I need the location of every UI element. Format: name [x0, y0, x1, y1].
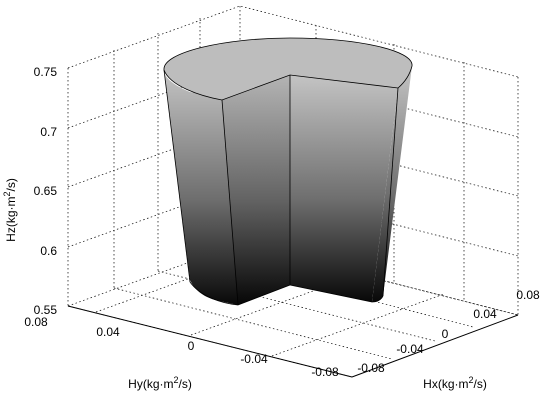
y-tick-label: 0.08 — [24, 315, 48, 329]
y-tick-label: 0 — [188, 339, 195, 353]
z-axis-label: Hz(kg·m2/s) — [2, 178, 18, 242]
z-tick-label: 0.65 — [34, 184, 58, 198]
z-tick-label: 0.7 — [40, 125, 57, 139]
surface-shape — [163, 37, 413, 306]
x-axis-label: Hx(kg·m2/s) — [423, 375, 487, 391]
outer-surface-right — [372, 66, 412, 302]
y-axis-label: Hy(kg·m2/s) — [128, 375, 192, 391]
axes-lines — [67, 305, 519, 378]
x-tick-label: -0.08 — [357, 361, 385, 375]
x-tick-label: -0.04 — [396, 342, 424, 356]
z-tick-label: 0.75 — [34, 65, 58, 79]
y-tick-label: -0.08 — [311, 365, 339, 379]
x-tick-label: 0.04 — [473, 307, 497, 321]
y-tick-label: 0.04 — [96, 325, 120, 339]
top-face — [163, 38, 413, 100]
z-tick-label: 0.6 — [40, 244, 57, 258]
z-tick-label: 0.55 — [34, 303, 58, 317]
inner-face-left — [222, 75, 290, 305]
x-tick-label: 0 — [442, 327, 449, 341]
outer-surface-main — [164, 70, 238, 305]
x-tick-label: 0.08 — [516, 288, 540, 302]
inner-face-right — [290, 75, 398, 302]
y-tick-label: -0.04 — [240, 352, 268, 366]
